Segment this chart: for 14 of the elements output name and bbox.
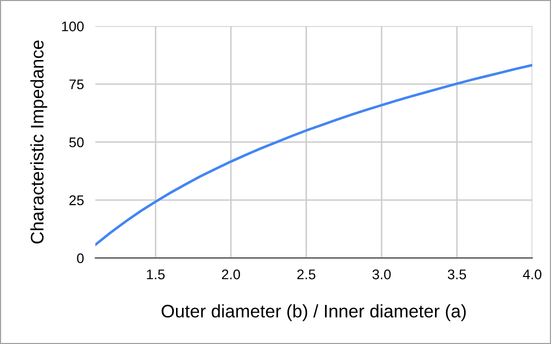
- x-tick-label: 1.5: [146, 270, 165, 280]
- x-tick-label: 3.5: [448, 269, 466, 280]
- x-tick-label: 2.0: [222, 269, 240, 280]
- y-axis-title: Characteristic Impedance: [30, 40, 48, 244]
- y-tick-label: 25: [69, 195, 84, 206]
- y-tick-label: 100: [62, 21, 84, 32]
- line-series: [95, 64, 532, 246]
- x-tick-label: 4.0: [522, 269, 542, 280]
- x-tick-label: 3.0: [372, 269, 391, 280]
- y-tick-label: 0: [77, 253, 84, 264]
- y-tick-label: 50: [69, 137, 84, 148]
- x-axis-title: Outer diameter (b) / Inner diameter (a): [162, 304, 466, 322]
- x-tick-label: 2.5: [297, 269, 316, 280]
- y-tick-label: 75: [69, 80, 84, 90]
